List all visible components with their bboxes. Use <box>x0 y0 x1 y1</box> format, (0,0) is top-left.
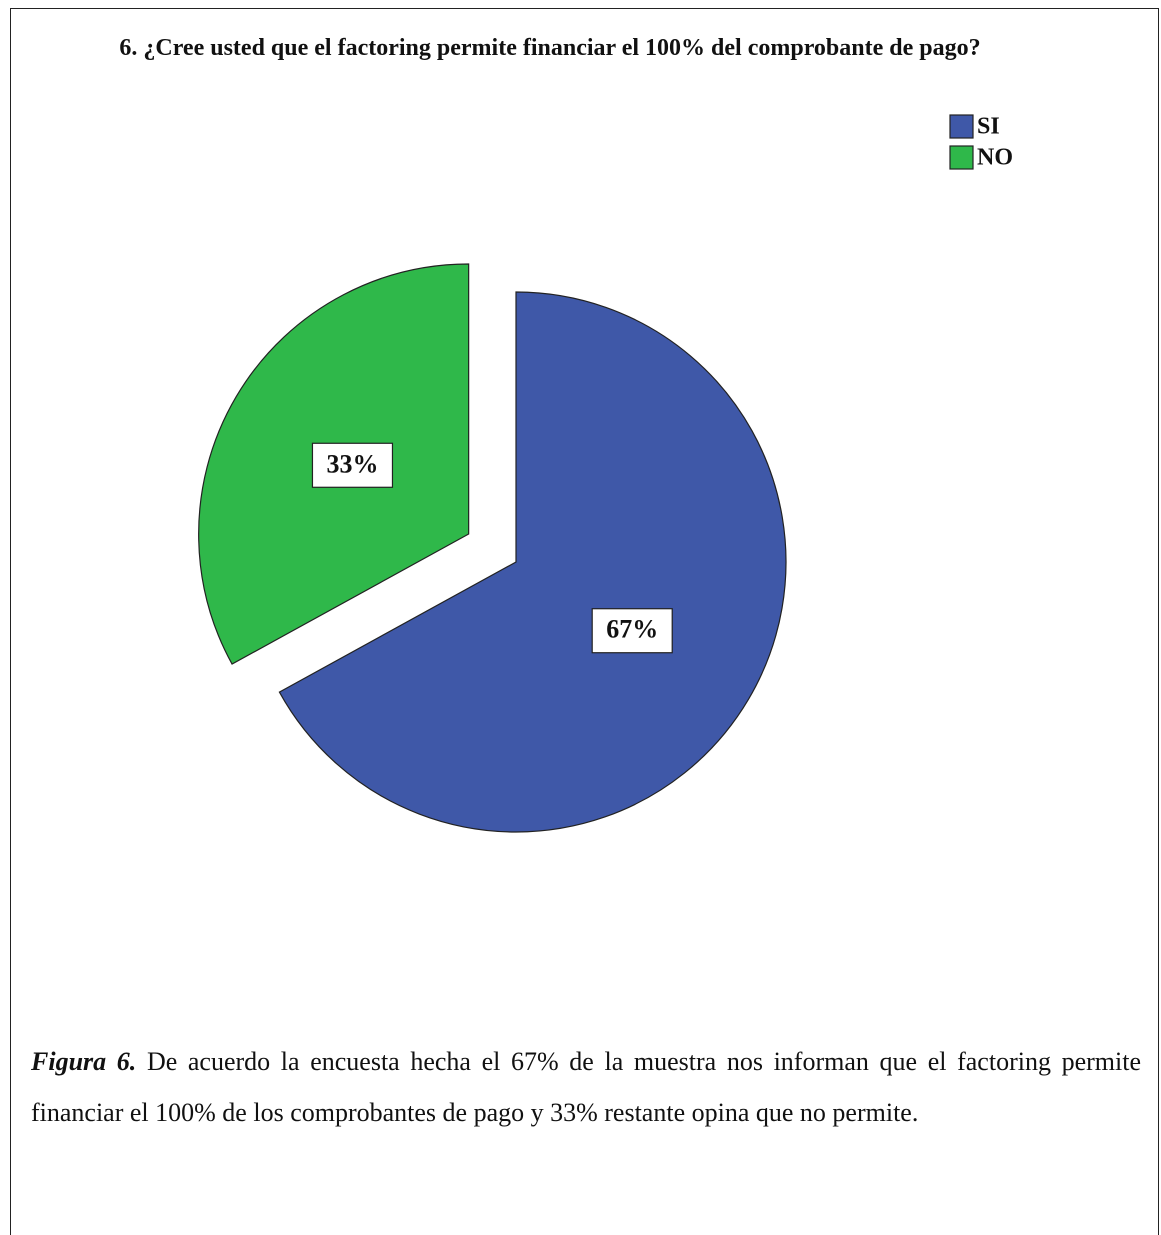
legend-label: NO <box>977 145 1013 171</box>
data-label-box <box>591 608 673 654</box>
data-label: 33% <box>326 449 378 478</box>
legend-swatch <box>949 145 974 170</box>
legend-label: SI <box>977 114 1000 140</box>
chart: 67% 33% SI NO <box>198 114 1013 833</box>
data-label: 67% <box>606 615 658 644</box>
caption: Figura 6. De acuerdo la encuesta hecha e… <box>31 1036 1141 1138</box>
pie-slice <box>278 291 787 833</box>
data-label-box <box>311 442 394 488</box>
caption-label: Figura 6. <box>31 1047 137 1076</box>
caption-text: De acuerdo la encuesta hecha el 67% de l… <box>31 1047 1141 1127</box>
frame <box>10 8 1159 1235</box>
legend-swatch <box>949 114 974 139</box>
chart-title: 6. ¿Cree usted que el factoring permite … <box>119 35 981 61</box>
